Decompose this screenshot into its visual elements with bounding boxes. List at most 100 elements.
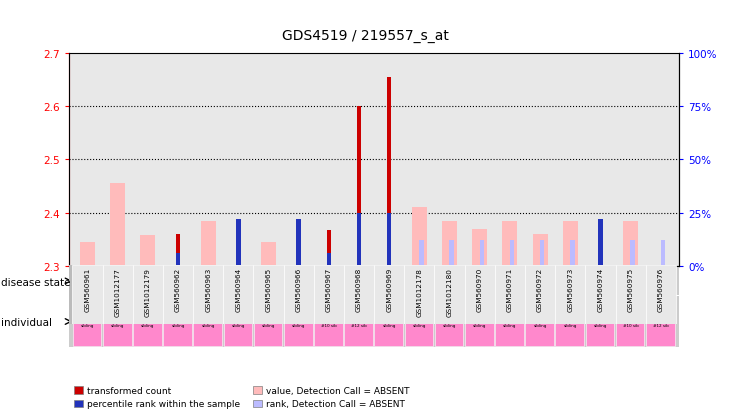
Text: GSM560967: GSM560967 [326,267,332,311]
Bar [314,297,343,346]
Bar [284,297,312,346]
Text: twin
pair
#10 sib: twin pair #10 sib [623,314,639,327]
Text: GSM560971: GSM560971 [507,267,513,311]
Bar [598,220,603,266]
Bar [357,107,361,266]
Text: GSM1012178: GSM1012178 [416,267,423,316]
Text: twin
pair #6
sibling: twin pair #6 sibling [201,314,216,327]
Bar [495,266,525,324]
Bar [615,266,646,324]
Bar [434,266,465,324]
Bar [495,297,524,346]
Text: twin
pair
#12 sib: twin pair #12 sib [653,314,669,327]
Bar [326,254,331,266]
Bar [326,231,331,266]
Bar [556,266,585,324]
Bar [563,221,578,266]
Bar [450,241,454,266]
Bar [510,241,515,266]
Bar [419,241,423,266]
Text: twin
pair #2
sibling: twin pair #2 sibling [110,314,126,327]
Bar [163,266,193,324]
Text: GSM560975: GSM560975 [628,267,634,311]
Text: twin
pair
#12 sib: twin pair #12 sib [351,314,367,327]
Bar [556,297,584,346]
Text: GSM560970: GSM560970 [477,267,483,311]
Text: twin
pair #4
sibling: twin pair #4 sibling [170,314,185,327]
Bar [646,266,676,324]
Bar [374,297,403,346]
Bar [616,297,645,346]
Text: twin
pair #1
sibling: twin pair #1 sibling [80,314,95,327]
Bar [465,297,493,346]
Text: GSM560964: GSM560964 [235,267,242,311]
Text: GSM560976: GSM560976 [658,267,664,311]
Bar [540,241,545,266]
Bar [164,297,192,346]
Bar [223,297,253,346]
Bar [357,213,361,266]
Bar [502,221,518,266]
Bar [133,266,163,324]
Bar [133,297,161,346]
Bar [344,266,374,324]
Bar [374,266,404,324]
Bar [623,221,638,266]
Text: disease state: disease state [1,278,71,287]
Bar [646,297,675,346]
Bar [480,241,484,266]
Bar [296,225,301,266]
Text: twin
pair #7
sibling: twin pair #7 sibling [231,314,246,327]
Bar [283,266,314,324]
Bar [525,266,556,324]
Bar [236,226,241,266]
Text: GSM560974: GSM560974 [597,267,604,311]
Bar [261,242,276,266]
Bar [296,220,301,266]
Text: GSM1012180: GSM1012180 [447,267,453,316]
Bar [314,266,344,324]
Text: GSM560968: GSM560968 [356,267,362,311]
Bar [598,242,603,266]
Bar [412,208,427,266]
Bar [193,266,223,324]
Bar [465,266,495,324]
Bar [585,266,615,324]
Legend: transformed count, percentile rank within the sample, value, Detection Call = AB: transformed count, percentile rank withi… [74,386,410,408]
Text: twin
pair #9
sibling: twin pair #9 sibling [291,314,307,327]
Bar [570,241,575,266]
Bar [73,297,101,346]
Text: GSM560972: GSM560972 [537,267,543,311]
Text: ulcerative colitis: ulcerative colitis [474,275,577,288]
Text: twin
pair #2
sibling: twin pair #2 sibling [412,314,427,327]
Bar [236,220,241,266]
Bar [472,229,488,266]
Bar [253,266,283,324]
Bar [103,297,131,346]
Bar [72,266,102,324]
Bar [585,297,615,346]
Bar [404,297,434,346]
Bar [193,297,222,346]
Bar [526,297,554,346]
Text: GSM560963: GSM560963 [205,267,211,311]
Text: GSM560966: GSM560966 [296,267,301,311]
Bar [110,184,125,266]
Text: twin
pair #9
sibling: twin pair #9 sibling [593,314,608,327]
Bar [254,297,283,346]
Text: twin
pair #3
sibling: twin pair #3 sibling [442,314,457,327]
Text: healthy: healthy [200,275,247,288]
Text: twin
pair #6
sibling: twin pair #6 sibling [502,314,518,327]
Bar [80,242,95,266]
Text: individual: individual [1,317,53,327]
Text: twin
pair #8
sibling: twin pair #8 sibling [563,314,578,327]
Bar [387,78,391,266]
Text: GSM1012177: GSM1012177 [115,267,120,316]
Text: GSM560962: GSM560962 [175,267,181,311]
Bar [435,297,464,346]
Text: GSM560973: GSM560973 [567,267,573,311]
Text: twin
pair #8
sibling: twin pair #8 sibling [261,314,276,327]
Bar [201,221,215,266]
Text: twin
pair #7
sibling: twin pair #7 sibling [532,314,548,327]
Bar [387,213,391,266]
